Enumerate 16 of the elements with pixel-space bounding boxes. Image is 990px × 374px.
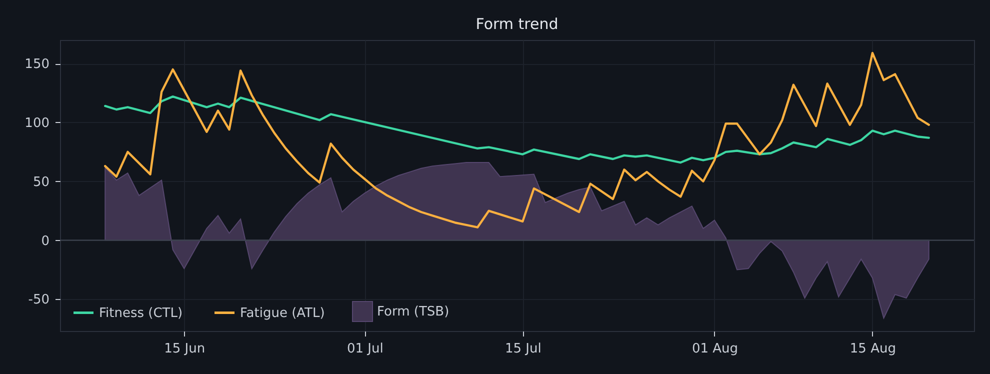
x-tick-label: 15 Jul xyxy=(504,342,542,356)
y-tick-label: 100 xyxy=(24,116,50,131)
x-tick-label: 01 Aug xyxy=(692,342,738,356)
y-tick-label: -50 xyxy=(28,292,50,308)
y-tick-label: 150 xyxy=(24,57,50,72)
y-tick-label: 0 xyxy=(41,234,50,249)
legend-label: Form (TSB) xyxy=(377,304,450,320)
x-tick-label: 15 Aug xyxy=(850,342,896,356)
x-tick-label: 15 Jun xyxy=(164,342,206,356)
legend-label: Fatigue (ATL) xyxy=(240,306,325,321)
chart-title: Form trend xyxy=(476,15,558,33)
legend-label: Fitness (CTL) xyxy=(99,306,183,321)
y-tick-label: 50 xyxy=(32,174,50,190)
x-tick-label: 01 Jul xyxy=(346,342,384,356)
line-series xyxy=(104,95,930,164)
line-series xyxy=(104,52,930,228)
